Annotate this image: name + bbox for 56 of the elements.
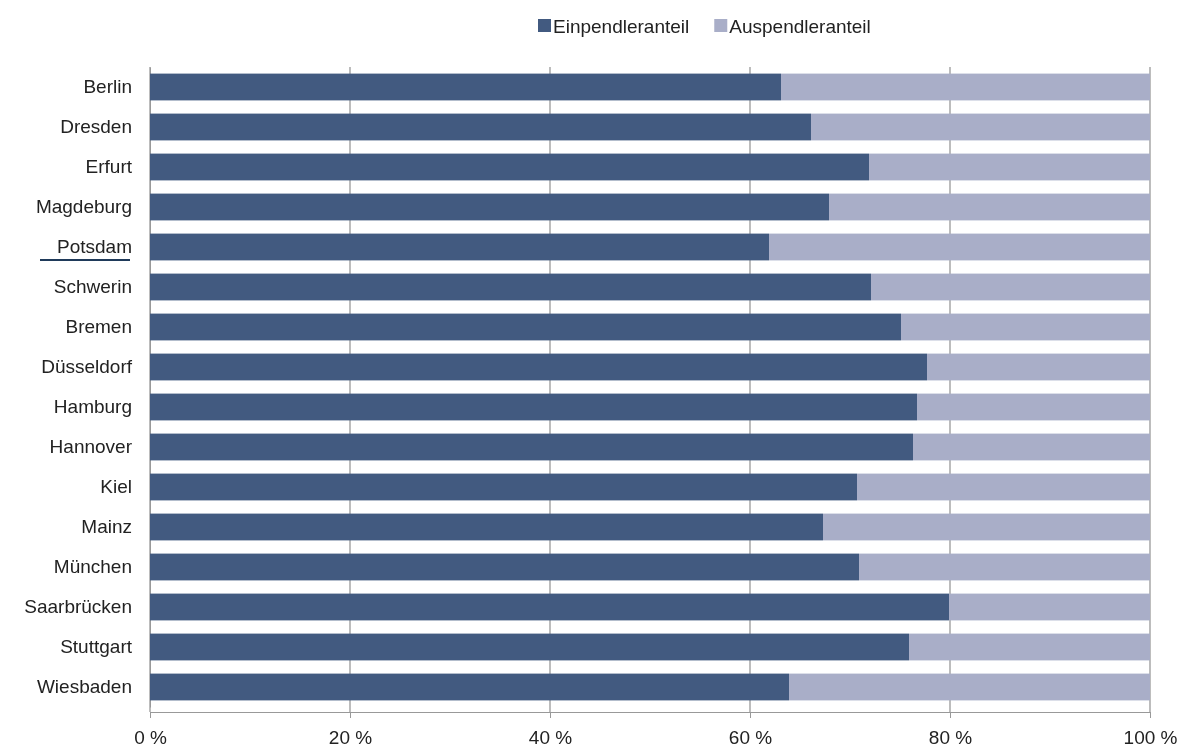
bar: [150, 233, 769, 261]
bar: [901, 313, 1150, 341]
x-tick-label: 20 %: [328, 726, 373, 748]
y-tick-label: Hannover: [49, 436, 133, 458]
bar: [869, 153, 1150, 181]
bar: [150, 313, 901, 341]
bar: [150, 593, 949, 621]
x-tick-label: 0 %: [134, 726, 167, 748]
bar: [150, 273, 871, 301]
bar: [150, 553, 859, 581]
y-tick-label: Schwerin: [53, 276, 132, 298]
legend-label: Einpendleranteil: [553, 15, 690, 37]
bar: [150, 113, 811, 141]
y-tick-label: Dresden: [60, 116, 132, 138]
bar: [949, 593, 1150, 621]
y-tick-label: Magdeburg: [35, 196, 132, 218]
y-tick-label: Stuttgart: [60, 636, 133, 658]
bar: [871, 273, 1150, 301]
y-tick-label: Saarbrücken: [24, 596, 132, 618]
bar: [859, 553, 1150, 581]
bar: [857, 473, 1150, 501]
bar: [823, 513, 1150, 541]
y-tick-label: München: [53, 556, 132, 578]
y-tick-label: Bremen: [65, 316, 132, 338]
bar: [150, 193, 829, 221]
bar: [150, 513, 823, 541]
bar: [150, 73, 781, 101]
bar: [789, 673, 1150, 701]
bar: [917, 393, 1150, 421]
bar: [829, 193, 1150, 221]
bar: [811, 113, 1150, 141]
y-tick-label: Wiesbaden: [36, 676, 132, 698]
y-tick-label: Berlin: [83, 76, 132, 98]
bar: [781, 73, 1150, 101]
y-tick-label: Kiel: [100, 476, 132, 498]
bar: [150, 393, 917, 421]
x-tick-label: 100 %: [1123, 726, 1178, 748]
bar: [150, 473, 857, 501]
x-tick-label: 80 %: [928, 726, 973, 748]
bar: [150, 353, 927, 381]
y-tick-label: Hamburg: [53, 396, 132, 418]
bar: [150, 153, 869, 181]
bar: [150, 673, 789, 701]
bar: [150, 633, 909, 661]
x-tick-label: 40 %: [528, 726, 573, 748]
y-tick-label: Erfurt: [85, 156, 133, 178]
bar: [150, 433, 913, 461]
y-tick-label: Düsseldorf: [41, 356, 133, 378]
x-tick-label: 60 %: [728, 726, 773, 748]
bar: [769, 233, 1150, 261]
bar: [927, 353, 1150, 381]
legend-label: Auspendleranteil: [729, 15, 871, 37]
bar: [913, 433, 1150, 461]
bar: [909, 633, 1150, 661]
y-tick-label: Mainz: [81, 516, 132, 538]
y-tick-label: Potsdam: [57, 236, 132, 258]
